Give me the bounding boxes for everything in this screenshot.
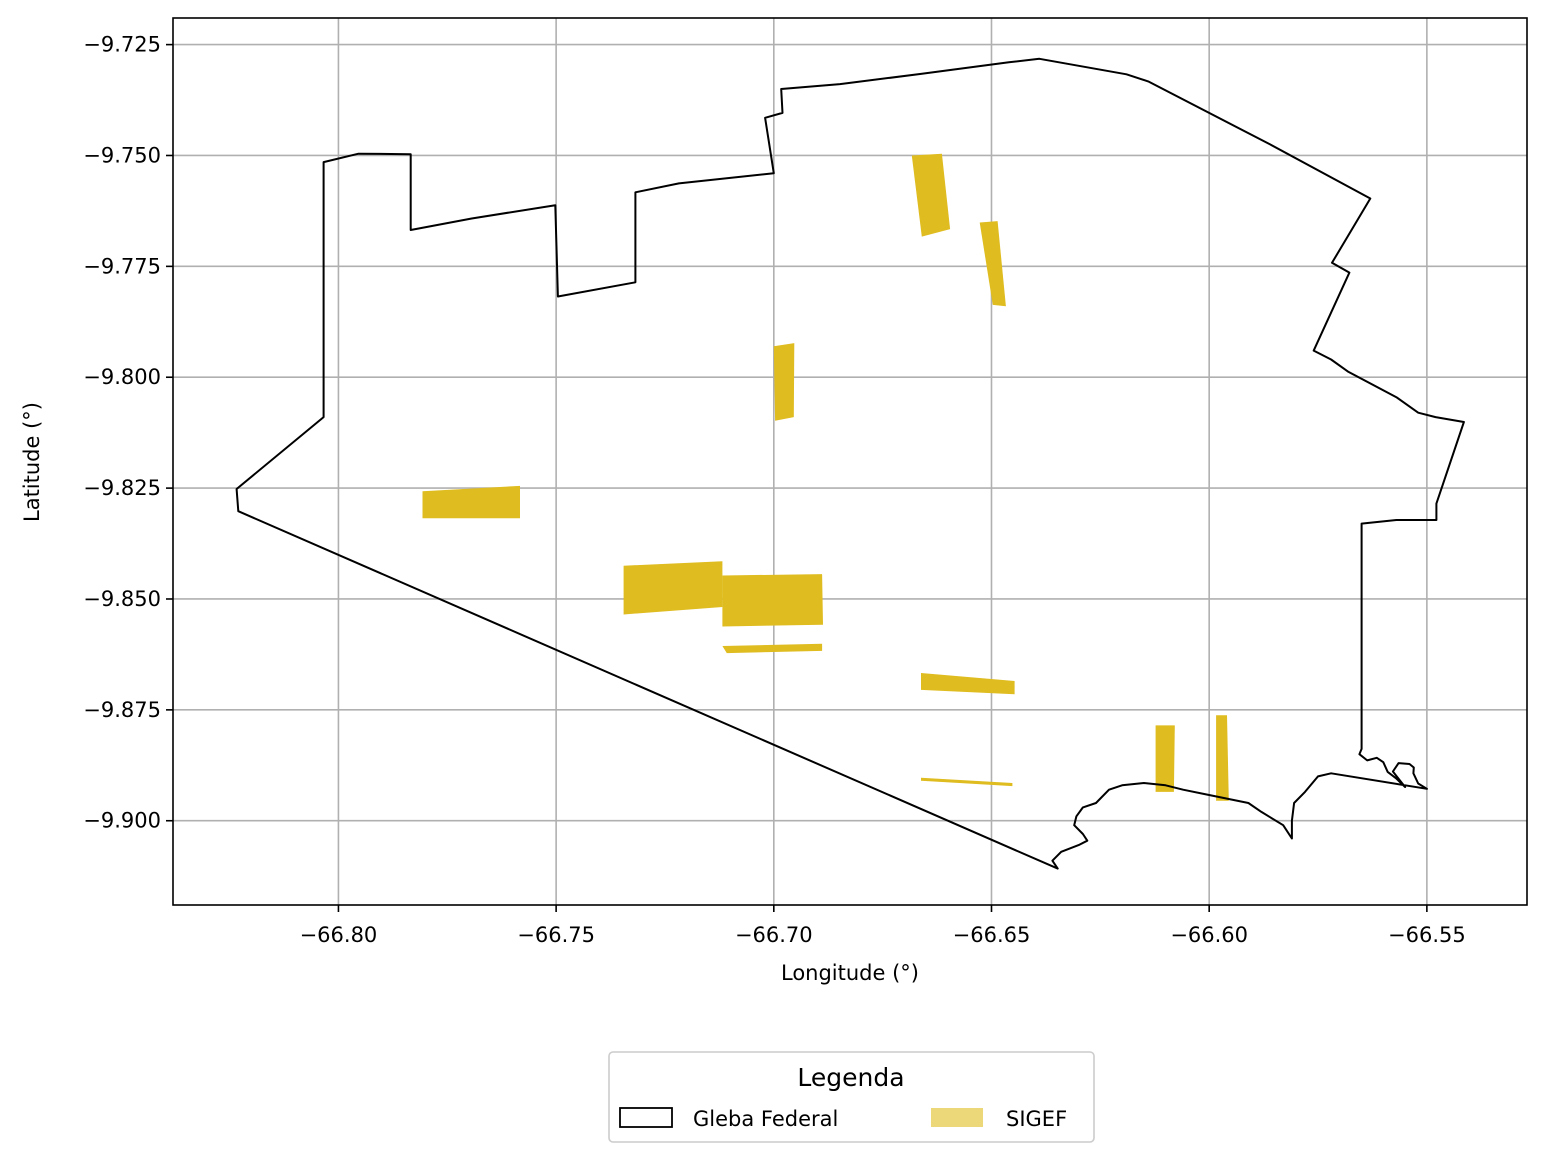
legend: Legenda Gleba Federal SIGEF <box>608 1051 1095 1143</box>
legend-title: Legenda <box>797 1063 904 1092</box>
legend-label-sigef: SIGEF <box>1006 1107 1067 1131</box>
y-tick-label: −9.725 <box>83 33 161 57</box>
sigef-parcel <box>979 221 1006 307</box>
legend-swatch-gleba <box>619 1107 673 1128</box>
plot-frame <box>172 17 1528 906</box>
x-tick-label: −66.60 <box>1170 923 1248 947</box>
sigef-parcel <box>921 777 1013 787</box>
sigef-parcel <box>422 485 520 519</box>
sigef-parcel <box>722 643 823 654</box>
y-tick-label: −9.800 <box>83 365 161 389</box>
gleba-federal-boundary <box>235 57 1465 870</box>
grid-lines <box>173 18 1527 905</box>
sigef-layer <box>422 153 1229 801</box>
x-tick-label: −66.70 <box>735 923 813 947</box>
legend-label-gleba: Gleba Federal <box>693 1107 838 1131</box>
sigef-parcel <box>1216 715 1229 801</box>
y-axis-label: Latitude (°) <box>20 402 44 522</box>
x-tick-label: −66.65 <box>953 923 1031 947</box>
x-axis-ticks: −66.80 −66.75 −66.70 −66.65 −66.60 −66.55 <box>300 905 1466 947</box>
legend-swatch-sigef <box>931 1108 983 1127</box>
sigef-parcel <box>722 574 823 627</box>
y-tick-label: −9.825 <box>83 476 161 500</box>
x-axis-label: Longitude (°) <box>781 961 919 985</box>
gleba-federal-layer <box>235 57 1465 870</box>
y-tick-label: −9.775 <box>83 254 161 278</box>
sigef-parcel <box>911 153 951 237</box>
y-tick-label: −9.875 <box>83 698 161 722</box>
y-tick-label: −9.900 <box>83 809 161 833</box>
y-tick-label: −9.850 <box>83 587 161 611</box>
y-tick-label: −9.750 <box>83 143 161 167</box>
x-tick-label: −66.55 <box>1388 923 1466 947</box>
sigef-parcel <box>921 673 1015 695</box>
sigef-parcel <box>773 343 795 421</box>
x-tick-label: −66.75 <box>517 923 595 947</box>
x-tick-label: −66.80 <box>300 923 378 947</box>
sigef-parcel <box>623 561 723 615</box>
sigef-parcel <box>1155 725 1175 792</box>
y-axis-ticks: −9.725 −9.750 −9.775 −9.800 −9.825 −9.850 −9.8… <box>83 33 173 833</box>
